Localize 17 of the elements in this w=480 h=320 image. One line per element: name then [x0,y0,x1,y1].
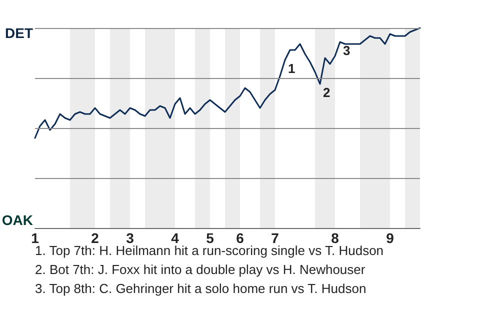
text: DET [5,25,34,41]
x-tick-label: 7 [271,230,280,246]
text: 3. Top 8th: C. Gehringer hit a solo home run vs T. Hudson [35,281,366,296]
x-tick-label: 3 [126,230,134,246]
x-tick-label: 1 [31,230,40,246]
annotation: 3 [343,43,350,58]
x-tick-label: 2 [91,230,100,246]
text: 2. Bot 7th: J. Foxx hit into a double play vs H. Newhouser [35,262,366,277]
x-tick-label: 9 [386,230,394,246]
x-tick-label: 4 [171,230,180,246]
annotation: 2 [323,85,330,100]
x-tick-label: 8 [331,230,340,246]
text: OAK [2,212,33,228]
x-tick-label: 5 [206,230,214,246]
text: 1. Top 7th: H. Heilmann hit a run-scoring single vs T. Hudson [35,243,384,258]
annotation: 1 [288,61,296,76]
x-tick-label: 6 [236,230,244,246]
